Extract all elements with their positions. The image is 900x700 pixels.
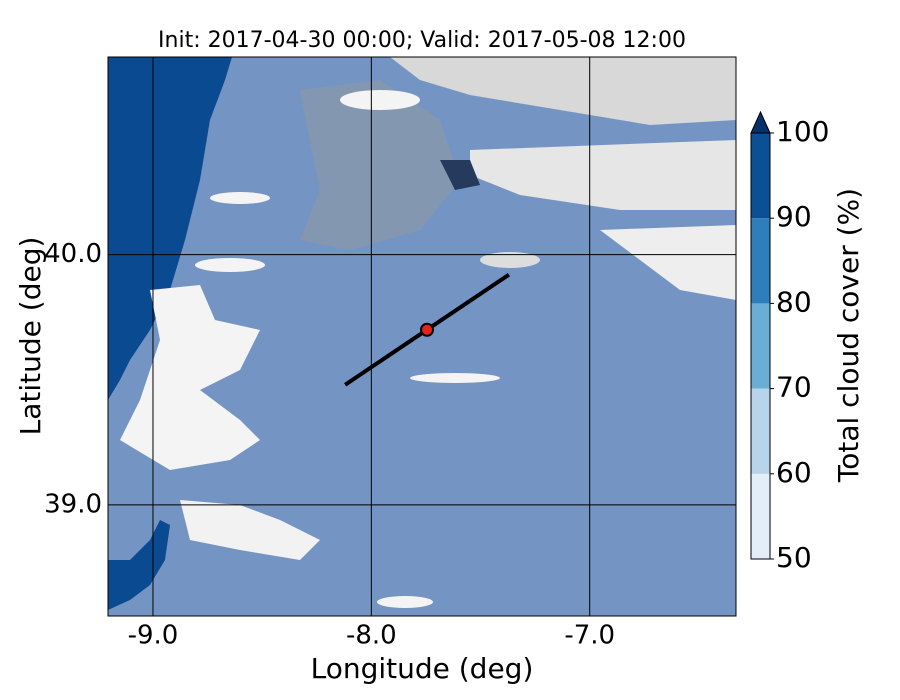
colorbar-label: Total cloud cover (%) bbox=[832, 188, 865, 483]
colorbar-tick-label: 70 bbox=[776, 371, 812, 404]
y-tick-label: 40.0 bbox=[44, 239, 102, 269]
colorbar-frame bbox=[750, 132, 771, 560]
x-tick-label: -7.0 bbox=[564, 621, 615, 651]
y-axis-label: Latitude (deg) bbox=[14, 237, 47, 436]
colorbar-tick-label: 90 bbox=[776, 200, 812, 233]
plot-frame bbox=[107, 56, 737, 617]
colorbar-segment bbox=[751, 303, 770, 389]
colorbar-tick-label: 60 bbox=[776, 456, 812, 489]
map-background bbox=[108, 57, 736, 616]
chart-title: Init: 2017-04-30 00:00; Valid: 2017-05-0… bbox=[158, 28, 686, 53]
colorbar-segment bbox=[751, 218, 770, 304]
colorbar-segment bbox=[751, 473, 770, 559]
colorbar-segment bbox=[751, 133, 770, 219]
x-tick-label: -8.0 bbox=[346, 621, 397, 651]
colorbar-tick-label: 100 bbox=[776, 115, 829, 148]
colorbar-tick-label: 50 bbox=[776, 541, 812, 574]
y-tick-label: 39.0 bbox=[44, 489, 102, 519]
point-marker bbox=[420, 322, 435, 337]
x-axis-label: Longitude (deg) bbox=[311, 652, 534, 685]
colorbar-extend bbox=[750, 110, 771, 134]
colorbar-tick-label: 80 bbox=[776, 285, 812, 318]
x-tick-label: -9.0 bbox=[128, 621, 179, 651]
colorbar-segment bbox=[751, 388, 770, 474]
